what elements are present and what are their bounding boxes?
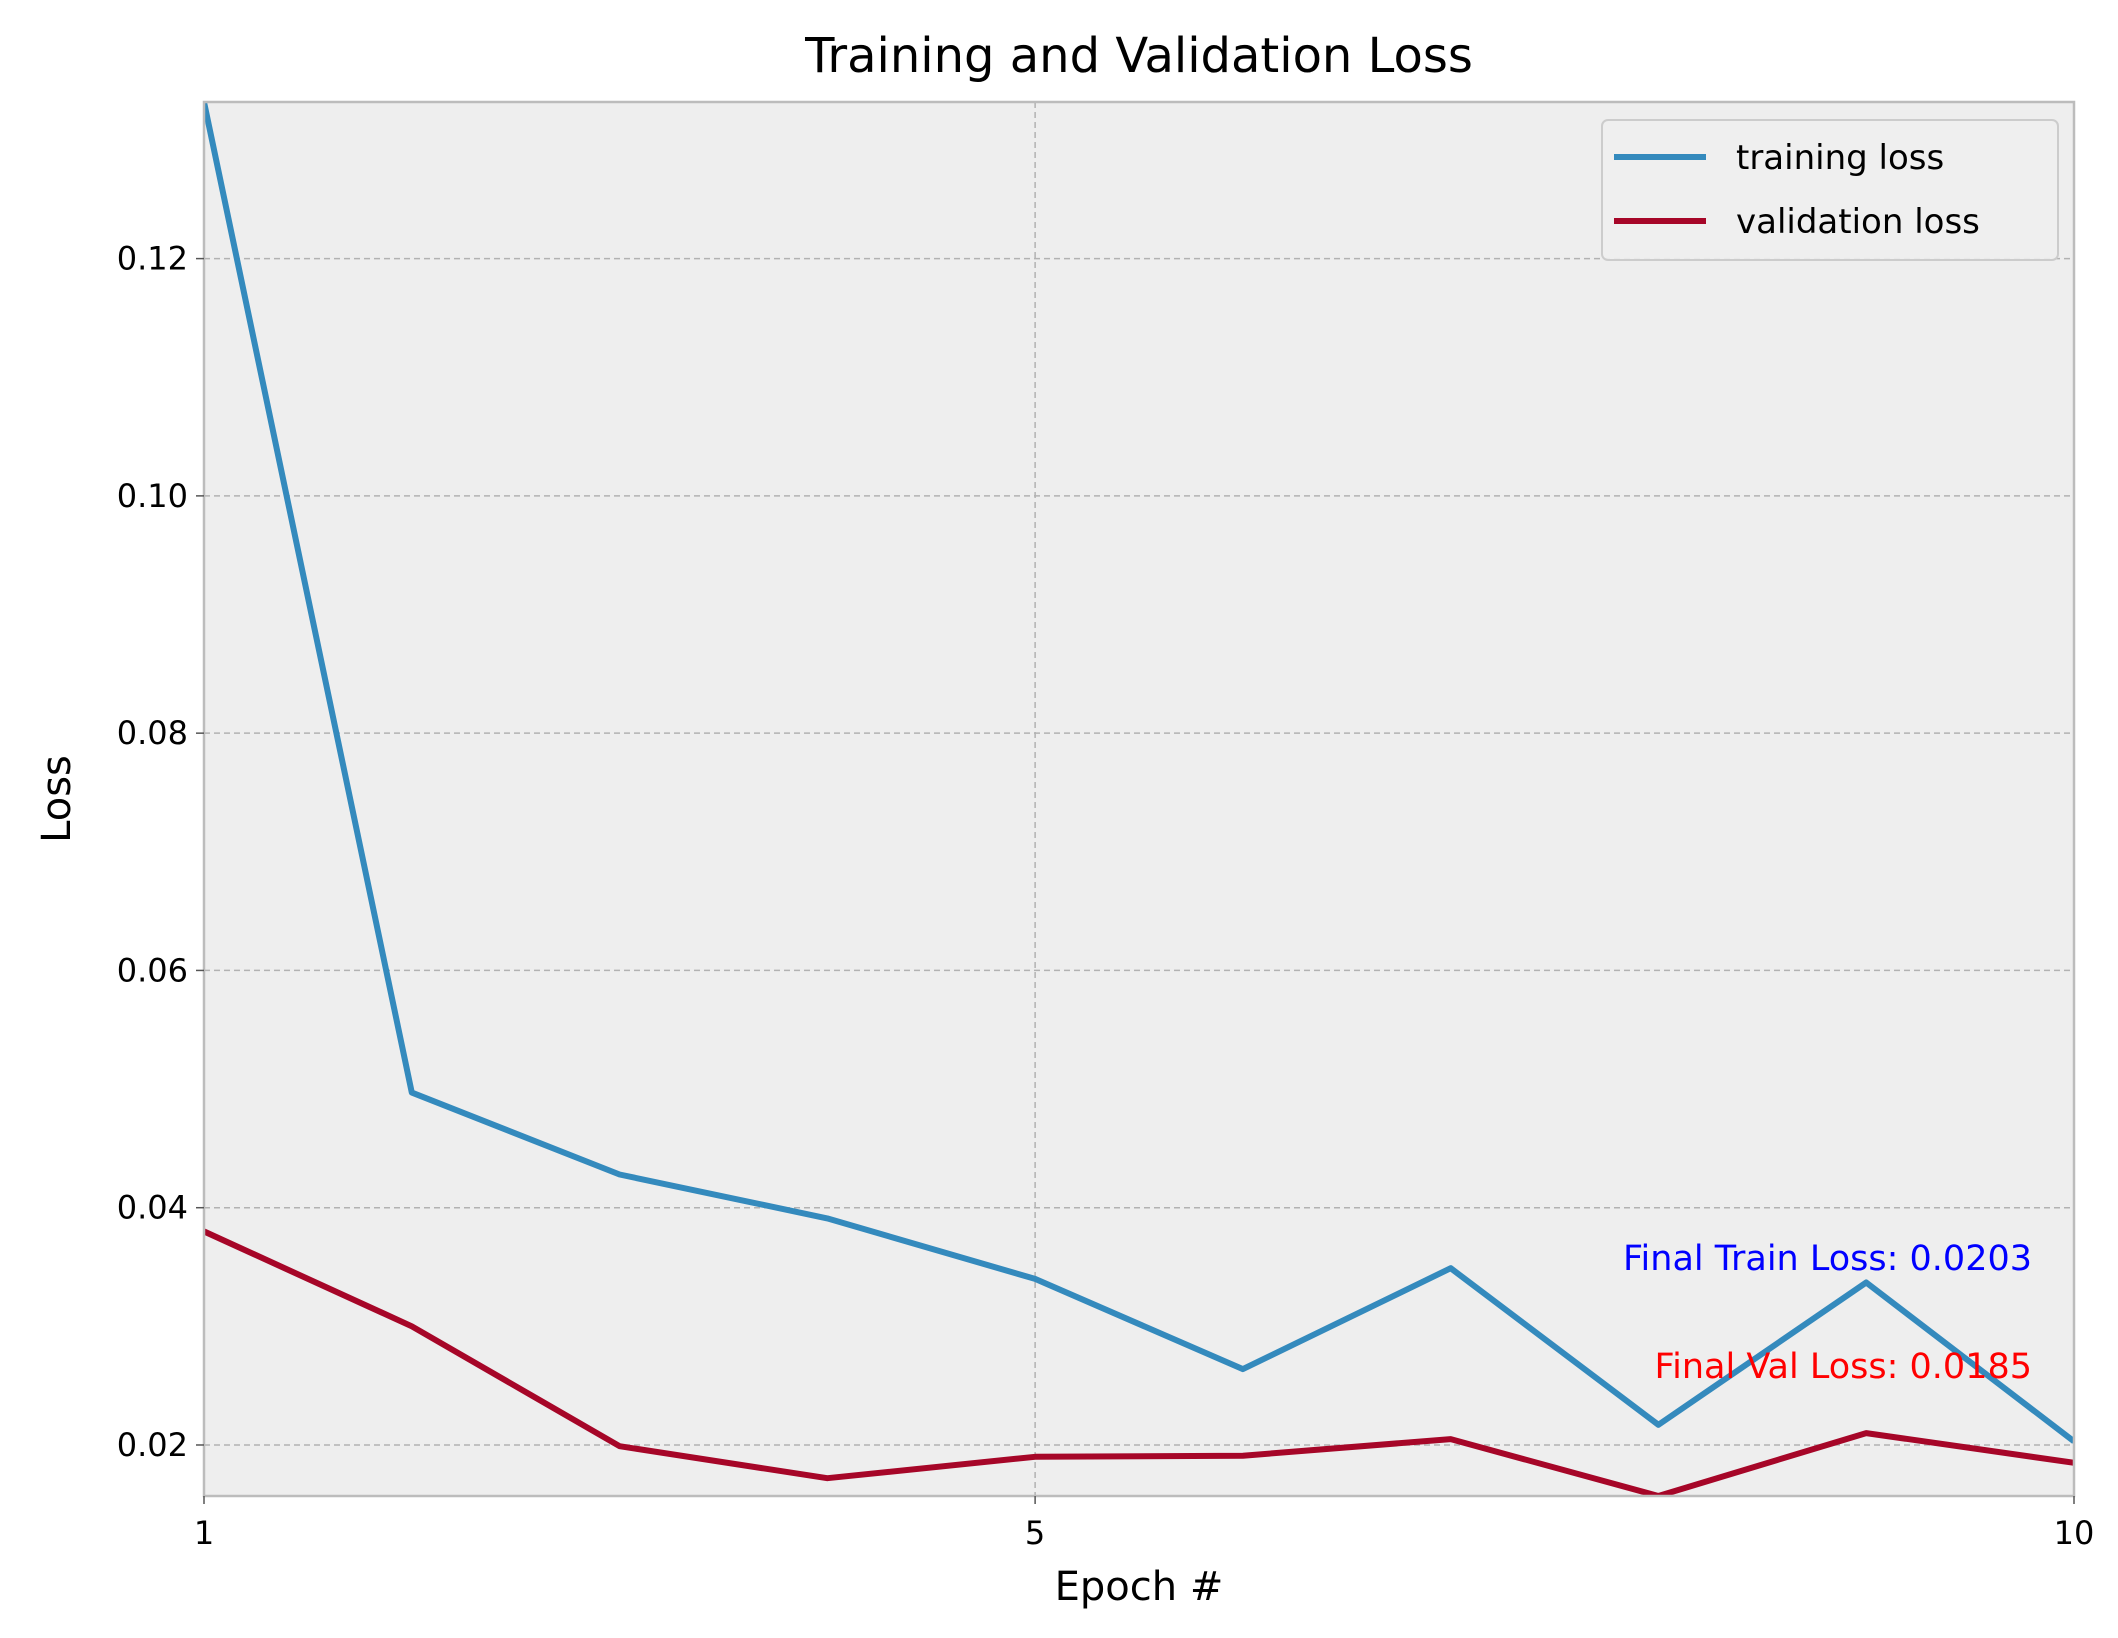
x-tick-label: 1 (194, 1514, 214, 1552)
y-tick-label: 0.06 (117, 951, 188, 989)
chart-title: Training and Validation Loss (804, 28, 1473, 84)
x-axis-label: Epoch # (1055, 1564, 1224, 1610)
legend-label-validation: validation loss (1736, 202, 1980, 242)
series-lines (204, 102, 2074, 1496)
y-tick-label: 0.04 (117, 1189, 188, 1227)
plot-background (204, 102, 2074, 1496)
x-tick-label: 10 (2054, 1514, 2095, 1552)
y-tick-label: 0.10 (117, 477, 188, 515)
y-tick-label: 0.02 (117, 1426, 188, 1464)
legend-box (1601, 119, 2059, 261)
legend: training loss validation loss (1601, 119, 2059, 261)
training-loss-line (204, 102, 2074, 1444)
plot-frame (202, 100, 2076, 1498)
legend-label-training: training loss (1736, 138, 1944, 178)
final-val-loss-annotation: Final Val Loss: 0.0185 (1655, 1347, 2032, 1387)
tick-labels: 0.02 0.04 0.06 0.08 0.10 0.12 1 5 10 (117, 240, 2095, 1552)
y-tick-label: 0.08 (117, 714, 188, 752)
final-train-loss-annotation: Final Train Loss: 0.0203 (1623, 1239, 2032, 1279)
validation-loss-line (204, 1228, 2074, 1496)
y-axis-label: Loss (34, 755, 80, 843)
y-tick-label: 0.12 (117, 240, 188, 278)
x-tick-label: 5 (1025, 1514, 1045, 1552)
